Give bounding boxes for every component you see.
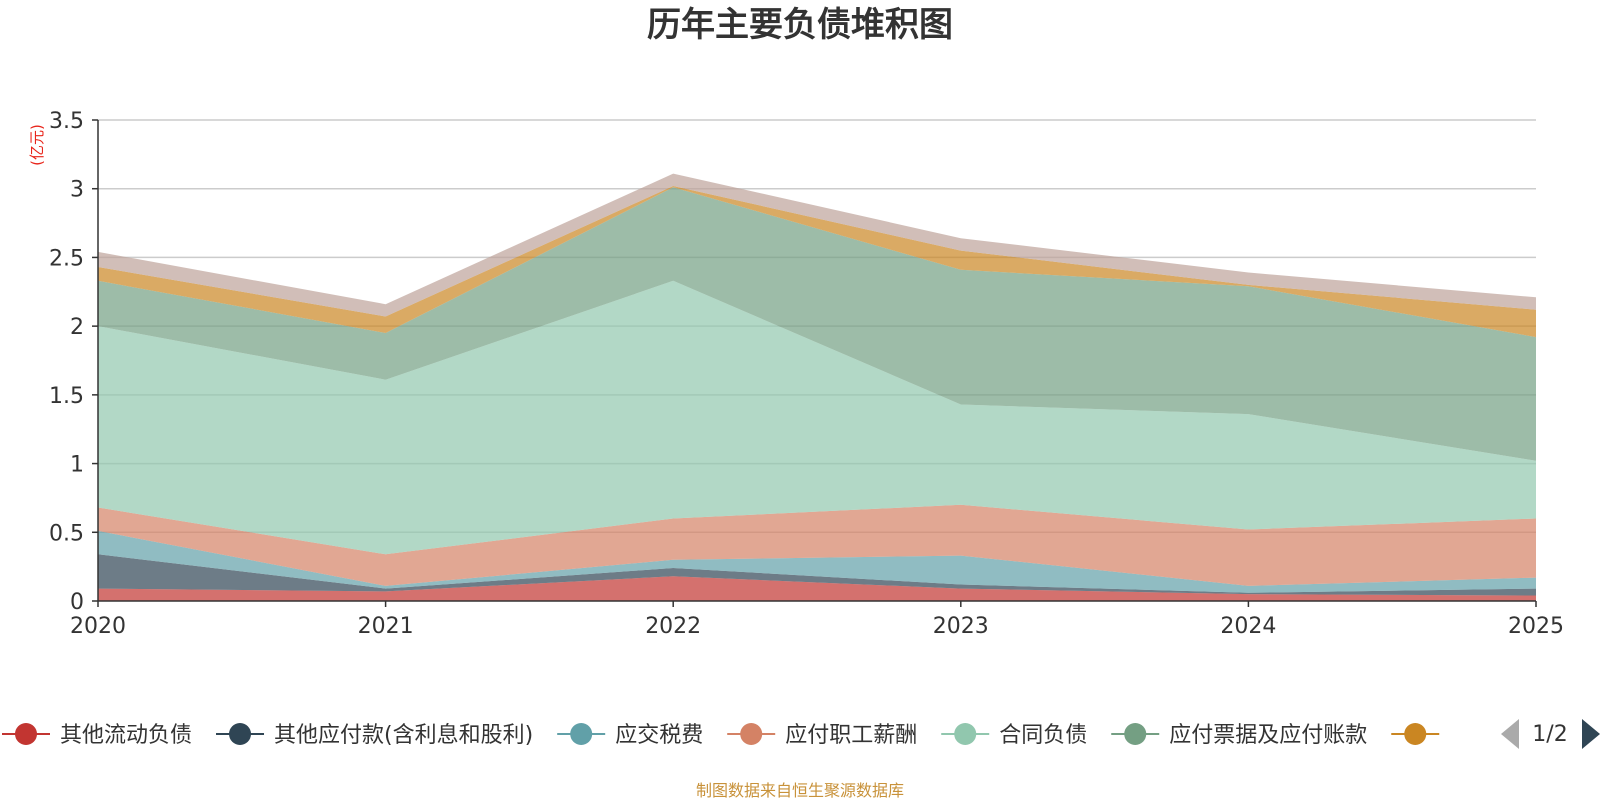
area-3[interactable] — [98, 530, 1536, 593]
legend[interactable]: 其他流动负债 其他应付款(含利息和股利) 应交税费 应付职工薪酬 合同负债 应付票据及应付… — [2, 723, 1440, 748]
legend-marker-icon — [1404, 723, 1427, 745]
x-axis-ticks: 2020 2021 2022 2023 2024 2025 — [70, 601, 1564, 639]
area-1[interactable] — [98, 576, 1536, 601]
legend-label: 应付票据及应付账款 — [1169, 723, 1367, 748]
legend-label: 合同负债 — [999, 723, 1087, 748]
legend-marker-icon — [229, 723, 252, 745]
x-tick-label: 2022 — [645, 614, 701, 639]
legend-marker-icon — [15, 723, 37, 745]
legend-next-icon[interactable] — [1582, 719, 1600, 749]
y-tick-label: 2.5 — [49, 246, 84, 271]
data-source-note: 制图数据来自恒生聚源数据库 — [696, 781, 904, 800]
area-2[interactable] — [98, 554, 1536, 596]
x-tick-label: 2024 — [1220, 614, 1276, 639]
legend-item[interactable]: 其他应付款(含利息和股利) — [216, 723, 533, 748]
legend-label: 其他流动负债 — [60, 723, 192, 748]
legend-marker-icon — [954, 723, 977, 745]
legend-marker-icon — [570, 723, 593, 745]
y-tick-label: 0 — [70, 590, 84, 615]
legend-item[interactable]: 应付票据及应付账款 — [1111, 723, 1367, 748]
axes — [97, 120, 1536, 602]
x-tick-label: 2025 — [1508, 614, 1564, 639]
y-axis-unit: (亿元) — [28, 124, 46, 166]
y-tick-label: 1.5 — [49, 384, 84, 409]
legend-item[interactable]: 应交税费 — [557, 723, 703, 748]
legend-marker-icon — [740, 723, 763, 745]
legend-label: 应付职工薪酬 — [785, 723, 917, 748]
legend-prev-icon[interactable] — [1501, 719, 1519, 749]
y-tick-label: 1 — [70, 453, 84, 478]
x-tick-label: 2020 — [70, 614, 126, 639]
legend-pager[interactable]: 1/2 — [1501, 719, 1600, 749]
legend-item[interactable]: 其他流动负债 — [2, 723, 192, 748]
y-tick-label: 0.5 — [49, 521, 84, 546]
legend-page-indicator: 1/2 — [1532, 722, 1567, 747]
legend-item-partial — [1391, 723, 1440, 745]
chart-title: 历年主要负债堆积图 — [647, 5, 953, 45]
legend-label: 应交税费 — [615, 723, 703, 748]
x-tick-label: 2021 — [358, 614, 414, 639]
x-tick-label: 2023 — [933, 614, 989, 639]
y-axis-ticks: 0 0.5 1 1.5 2 2.5 3 3.5 — [49, 109, 98, 615]
y-tick-label: 3 — [70, 178, 84, 203]
legend-marker-icon — [1124, 723, 1147, 745]
area-8[interactable] — [98, 173, 1536, 317]
y-tick-label: 3.5 — [49, 109, 84, 134]
area-5[interactable] — [98, 280, 1536, 555]
area-series[interactable] — [98, 173, 1536, 601]
y-tick-label: 2 — [70, 315, 84, 340]
area-6[interactable] — [98, 187, 1536, 461]
legend-label: 其他应付款(含利息和股利) — [274, 723, 533, 748]
legend-item[interactable]: 应付职工薪酬 — [727, 723, 917, 748]
area-4[interactable] — [98, 504, 1536, 586]
legend-item[interactable]: 合同负债 — [941, 723, 1087, 748]
